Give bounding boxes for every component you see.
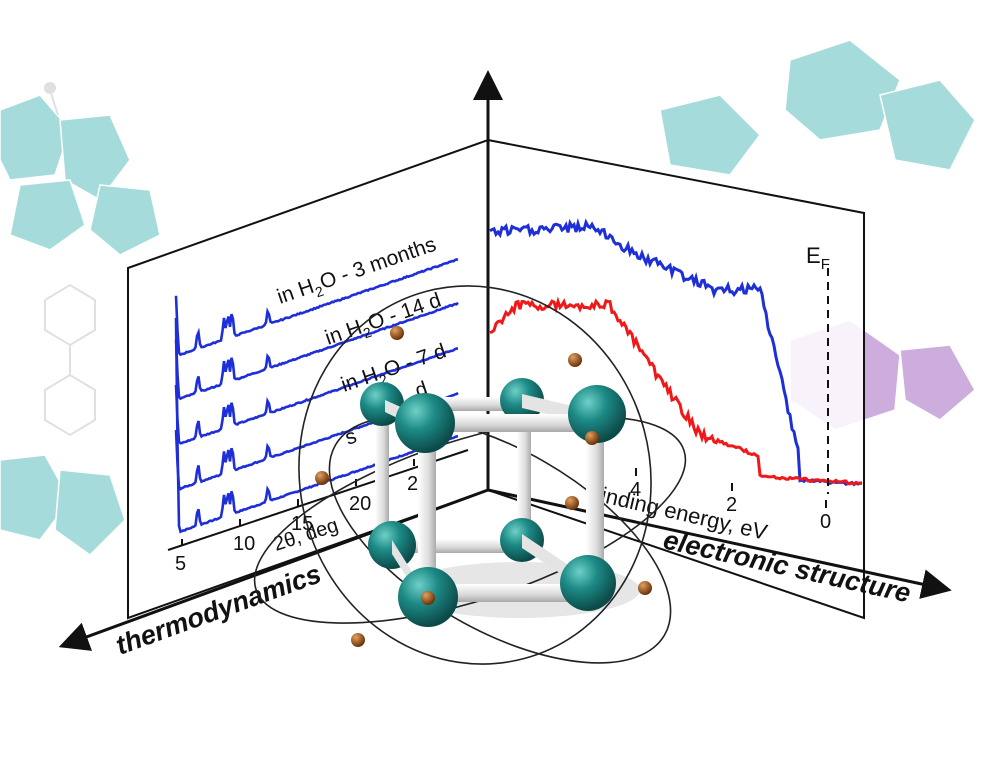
xps-panel: EF 420 binding energy, eV	[487, 138, 865, 620]
electronic-structure-axis	[487, 488, 952, 599]
electron-icon	[421, 591, 435, 605]
bond	[375, 400, 389, 550]
electron-icon	[315, 471, 329, 485]
orbit-1	[298, 285, 652, 665]
electron-icon	[585, 431, 599, 445]
svg-text:EF: EF	[806, 243, 830, 273]
bond	[425, 414, 597, 432]
orbit-3	[328, 416, 672, 664]
xps-tick-label: 4	[630, 479, 641, 501]
fermi-subscript: F	[821, 256, 830, 273]
bond	[586, 418, 604, 588]
xrd-tick-label: 10	[233, 533, 255, 555]
xps-tick-label: 0	[820, 511, 831, 533]
atom	[560, 555, 616, 611]
electron-icon	[351, 633, 365, 647]
bond	[418, 428, 436, 603]
xps-x-ticks: 4 2 0	[630, 468, 831, 533]
molecular-ball-stick-left	[44, 82, 96, 437]
atom	[568, 385, 626, 443]
bond	[428, 584, 588, 602]
electron-icon	[638, 581, 652, 595]
fermi-label: E	[806, 243, 821, 268]
xrd-curve	[174, 317, 459, 534]
xrd-curve	[174, 347, 458, 445]
xps-curve-blue	[489, 217, 863, 487]
xrd-tick-label: 20	[349, 493, 371, 515]
electrons	[315, 326, 652, 647]
xps-curve-red	[489, 296, 863, 486]
electron-icon	[565, 496, 579, 510]
polyhedra-top-right	[659, 39, 976, 176]
polyhedra-left	[0, 94, 161, 556]
electron-icon	[568, 353, 582, 367]
xrd-curve	[174, 301, 459, 401]
crystal-lattice-model	[253, 285, 687, 665]
atom	[395, 393, 455, 453]
xrd-tick-label: 5	[175, 553, 186, 575]
front-bonds	[418, 414, 604, 603]
xps-tick-label: 2	[726, 494, 737, 516]
bond	[517, 400, 531, 540]
electron-icon	[390, 326, 404, 340]
xrd-curve	[174, 258, 459, 357]
